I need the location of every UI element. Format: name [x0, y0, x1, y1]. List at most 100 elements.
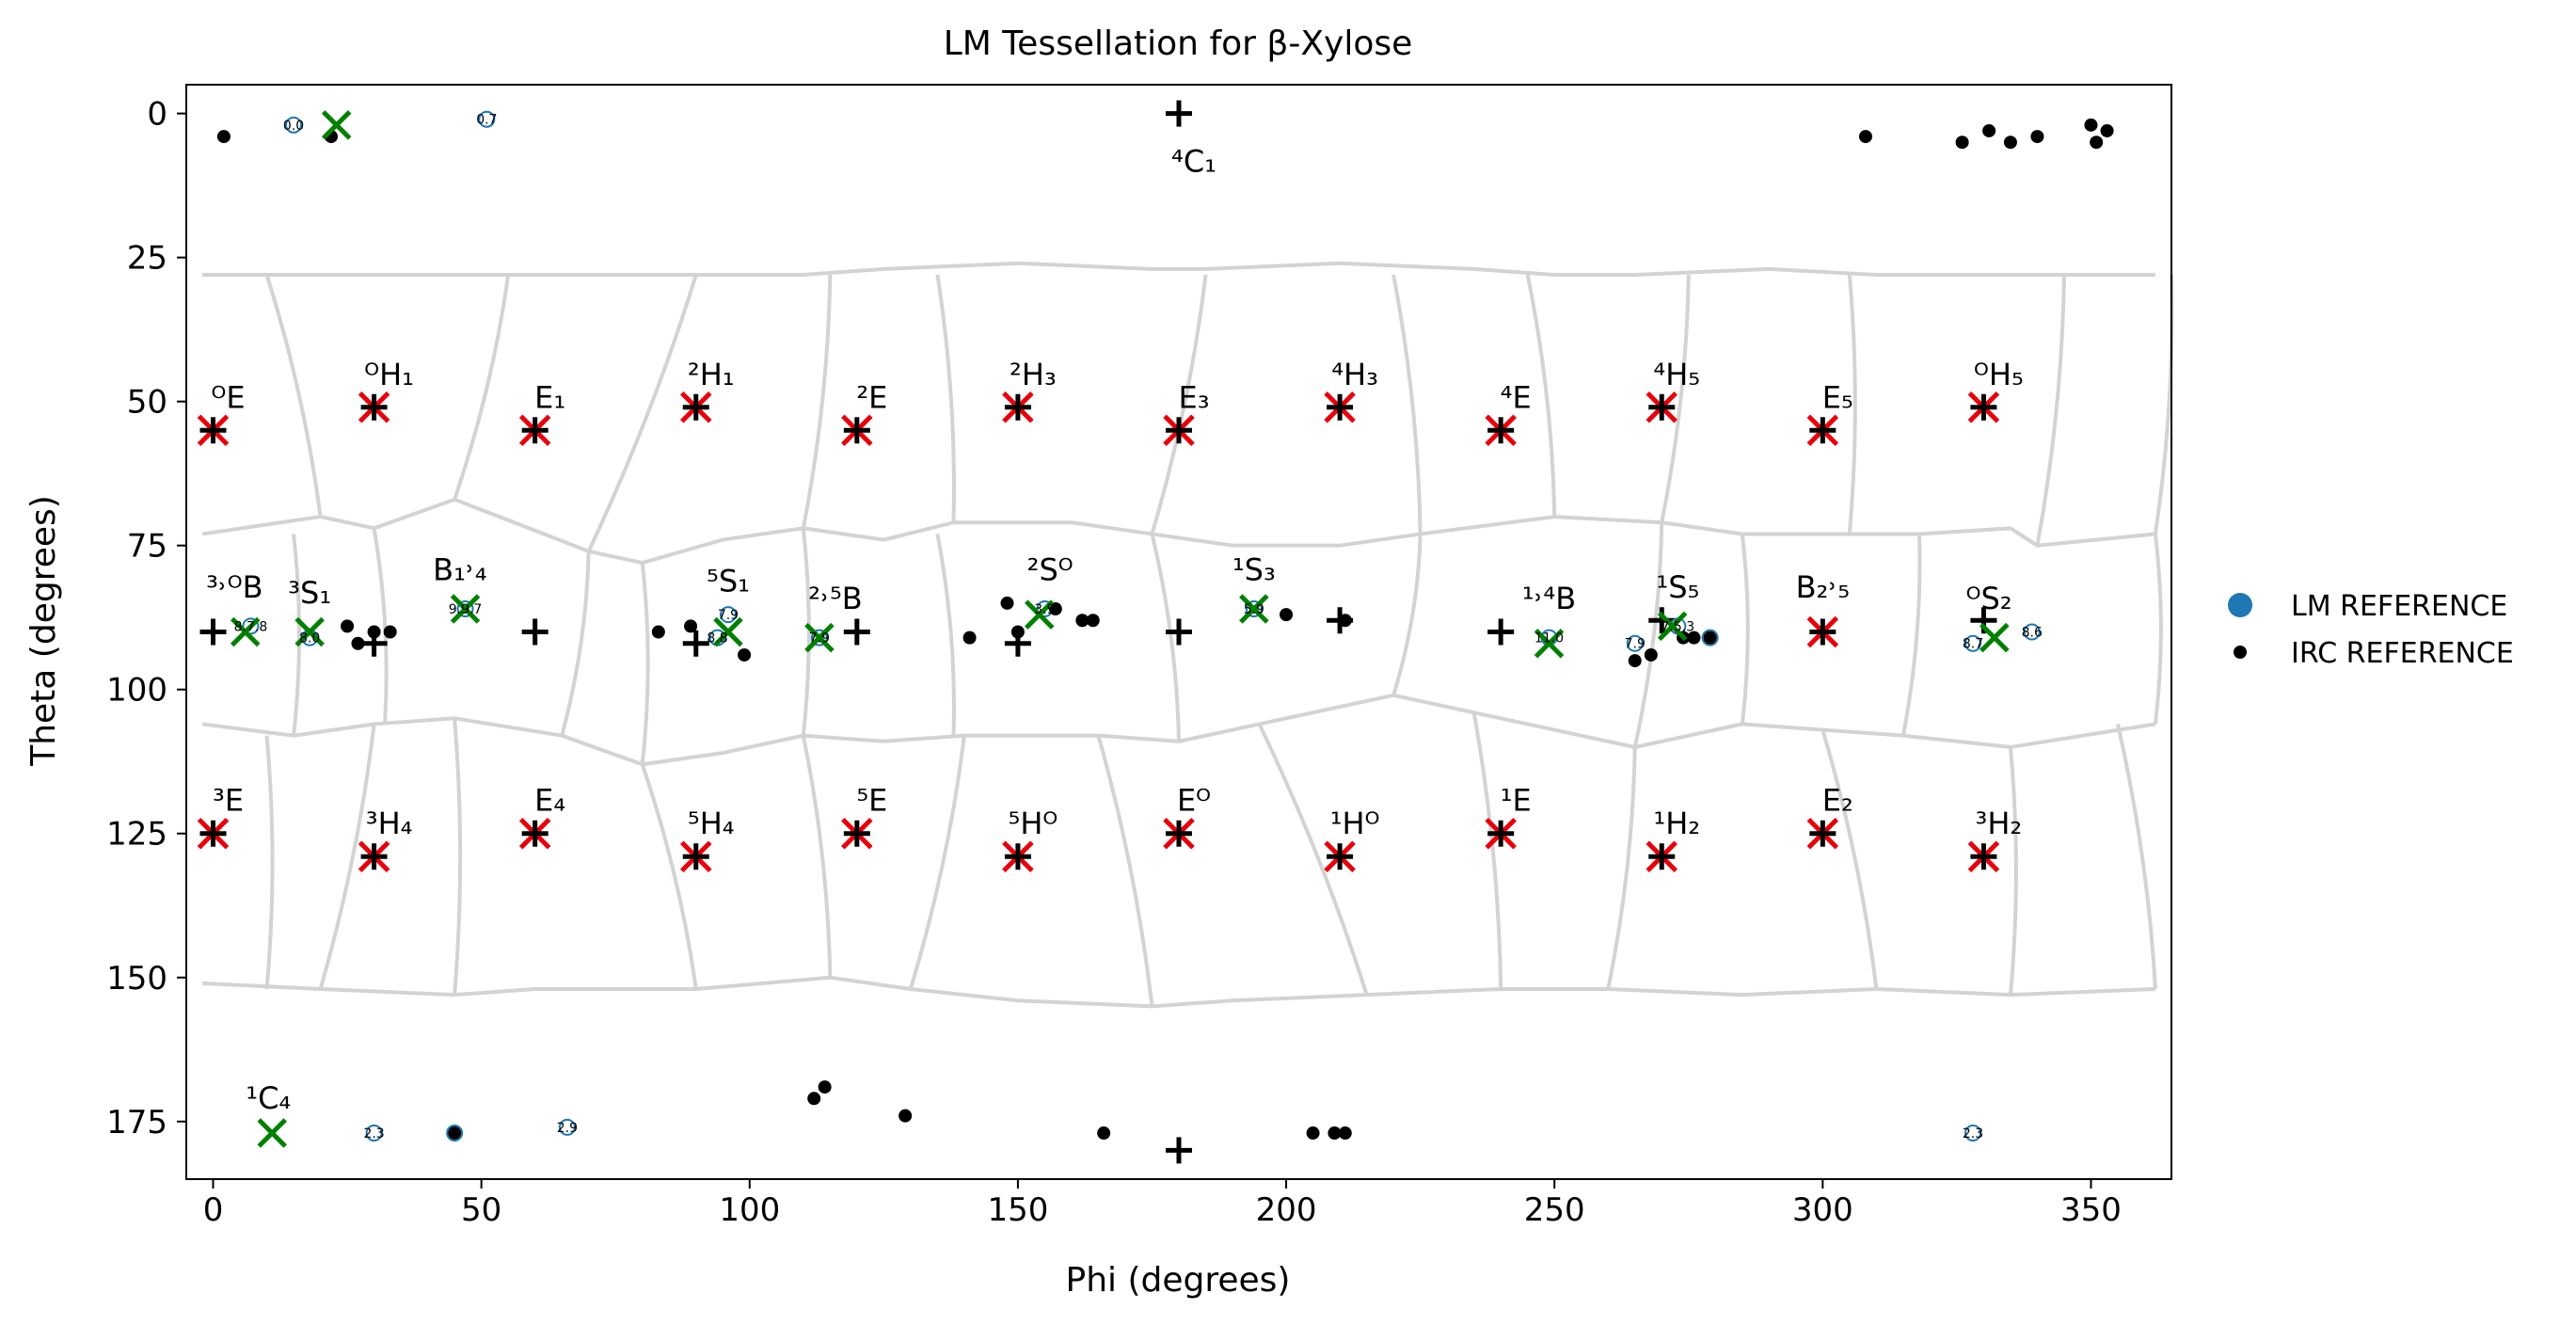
canonical-plus-marker — [1166, 820, 1192, 847]
lm-center-marker — [1980, 622, 2010, 653]
conformer-label: ⁵S₁ — [707, 564, 750, 599]
lm-reference-value: 2.9 — [557, 1121, 578, 1136]
conformer-label: ³E — [213, 783, 244, 819]
canonical-plus-marker — [199, 618, 227, 646]
conformer-label: ⁴C₁ — [1171, 144, 1216, 180]
irc-reference-point — [962, 631, 977, 645]
conformer-label: ²˒⁵B — [808, 581, 862, 616]
tessellation-boundary-edge — [1096, 735, 1154, 1007]
canonical-plus-marker — [1487, 417, 1515, 444]
lm-center-marker-b — [1239, 594, 1269, 624]
tessellation-boundary-edge — [560, 551, 591, 737]
lm-reference-value: 8.6 — [2022, 626, 2043, 641]
irc-reference-point — [651, 625, 665, 639]
tessellation-boundary-edge — [801, 274, 833, 529]
lm-reference-value: 7.5.3 — [1662, 619, 1695, 634]
canonical-plus-marker — [1004, 393, 1031, 421]
tessellation-boundary-row-2 — [201, 693, 2156, 767]
irc-reference-point — [738, 647, 752, 662]
legend-irc-reference-swatch — [2234, 646, 2247, 659]
conformer-label: ᴼS₂ — [1966, 581, 2012, 616]
tessellation-boundary-edge — [2153, 274, 2174, 535]
conformer-label: ³˒ᴼB — [206, 569, 262, 605]
conformer-label: ²Sᴼ — [1027, 551, 1073, 587]
canonical-plus-marker — [360, 843, 388, 870]
conformer-label: ¹H₂ — [1653, 806, 1700, 841]
y-axis-label: Theta (degrees) — [24, 495, 63, 767]
irc-reference-point — [2030, 130, 2044, 144]
irc-reference-point — [1982, 123, 1996, 137]
irc-reference-point — [1328, 1126, 1342, 1141]
legend: LM REFERENCE IRC REFERENCE — [2228, 590, 2514, 670]
canonical-plus-marker — [521, 417, 549, 444]
tessellation-boundary-edge — [1391, 534, 1423, 696]
irc-reference-point — [1000, 596, 1014, 610]
legend-irc-reference-label: IRC REFERENCE — [2291, 637, 2514, 670]
lm-reference-value: 9.9.7 — [449, 602, 483, 617]
conformer-label: ᴼH₁ — [364, 357, 414, 392]
lm-center-marker-b — [294, 616, 325, 647]
x-axis-label: Phi (degrees) — [1066, 1261, 1291, 1300]
tessellation-boundary-edge — [801, 735, 833, 978]
canonical-plus-marker — [1809, 820, 1837, 847]
lm-reference-point — [1626, 634, 1644, 652]
x-tick-label: 50 — [461, 1191, 501, 1229]
lm-reference-point — [1964, 1125, 1981, 1142]
tessellation-boundary-edge — [935, 274, 956, 523]
canonical-plus-marker — [199, 417, 227, 444]
canonical-plus-marker — [1004, 843, 1031, 870]
conformer-label: ⁵Hᴼ — [1009, 806, 1058, 841]
tessellation-boundary-edge — [640, 562, 650, 765]
irc-reference-point — [2090, 136, 2104, 150]
lm-reference-point — [558, 1118, 576, 1136]
conformer-label: ²H₃ — [1010, 357, 1057, 392]
tessellation-boundaries — [201, 261, 2174, 1009]
x-tick-label: 200 — [1256, 1191, 1317, 1229]
lm-center-marker — [1534, 628, 1565, 659]
canonical-plus-marker — [1166, 100, 1192, 127]
tessellation-boundary-row-1 — [201, 497, 2156, 566]
canonical-plus-marker — [1166, 618, 1192, 646]
tessellation-boundary-edge — [264, 274, 323, 518]
tessellation-boundary-edge — [1150, 533, 1181, 742]
canonical-plus-marker — [360, 393, 388, 421]
lm-reference-point — [2023, 623, 2041, 641]
tessellation-boundary-edge — [640, 763, 698, 990]
irc-reference-point — [898, 1109, 913, 1123]
irc-reference-point — [341, 619, 355, 633]
tessellation-boundary-edge — [1150, 274, 1208, 535]
irc-reference-point — [1010, 625, 1025, 639]
conformer-label: B₁˒₄ — [433, 551, 486, 587]
lm-reference-value: 3.9 — [1034, 602, 1055, 617]
irc-reference-point — [1075, 614, 1089, 628]
y-tick-label: 25 — [127, 240, 167, 278]
lm-center-marker — [1024, 599, 1055, 630]
tessellation-boundary-edge — [2153, 534, 2163, 725]
irc-reference-point — [2100, 123, 2114, 137]
conformer-label: ¹E — [1501, 783, 1532, 819]
legend-lm-reference-swatch — [2228, 593, 2252, 617]
irc-reference-point — [1086, 614, 1100, 628]
irc-reference-point — [807, 1092, 821, 1106]
plot-frame — [185, 84, 2172, 1180]
tessellation-boundary-edge — [318, 724, 376, 990]
conformer-label: ⁴H₃ — [1331, 357, 1378, 392]
lm-reference-value: 5.9 — [1244, 602, 1264, 617]
lm-reference-value: 2.3 — [363, 1126, 384, 1141]
canonical-plus-marker — [843, 618, 870, 646]
tessellation-boundary-edge — [1821, 728, 1879, 990]
lm-center-marker — [713, 616, 743, 647]
canonical-plus-marker — [843, 417, 870, 444]
canonical-plus-marker — [521, 618, 549, 646]
data-marks — [197, 100, 2114, 1164]
irc-reference-point — [2084, 118, 2098, 132]
lm-center-marker-b — [321, 110, 352, 140]
conformer-label: ⁴H₅ — [1653, 357, 1700, 392]
conformer-label: ¹S₅ — [1656, 569, 1699, 605]
x-tick-label: 250 — [1524, 1191, 1585, 1229]
tessellation-boundary-edge — [586, 274, 698, 552]
lm-center-marker-b — [1534, 628, 1565, 659]
tessellation-boundary-edge — [1606, 746, 1637, 990]
